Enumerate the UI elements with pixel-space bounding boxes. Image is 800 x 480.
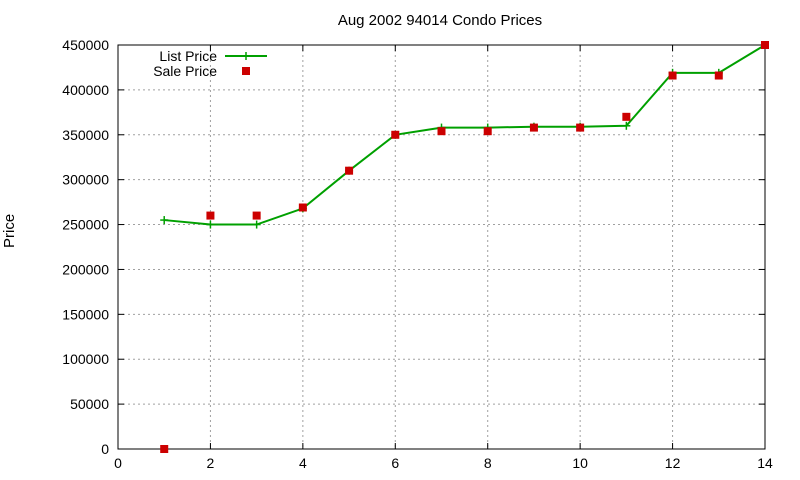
y-tick-label: 350000 (62, 127, 109, 143)
plot-border (117, 44, 766, 450)
y-tick-label: 0 (101, 441, 109, 457)
y-tick-label: 100000 (62, 351, 109, 367)
data-point-square (252, 211, 261, 220)
x-tick-label: 0 (114, 455, 122, 471)
data-point-square (206, 211, 215, 220)
tick-labels: 0 50000 100000 150000 200000 250000 300000 3500… (62, 37, 773, 471)
grid-lines (118, 45, 765, 449)
data-point-square (345, 166, 354, 175)
data-point-plus (252, 220, 261, 229)
series-line (164, 44, 766, 226)
data-point-square (160, 445, 169, 453)
y-tick-label: 400000 (62, 82, 109, 98)
data-point-square (622, 112, 631, 121)
data-point-square (437, 127, 446, 136)
data-point-plus (160, 216, 169, 225)
data-point-square (242, 67, 250, 75)
data-point-square (391, 130, 400, 139)
data-point-plus (206, 220, 215, 229)
y-tick-label: 50000 (70, 396, 109, 412)
series-layer (160, 41, 769, 453)
y-tick-label: 300000 (62, 172, 109, 188)
data-point-square (714, 71, 723, 80)
legend-label: List Price (159, 48, 217, 64)
data-point-square (483, 127, 492, 136)
x-tick-label: 6 (391, 455, 399, 471)
chart-title: Aug 2002 94014 Condo Prices (337, 12, 543, 29)
y-tick-label: 250000 (62, 217, 109, 233)
axes (117, 44, 766, 450)
x-tick-label: 4 (299, 455, 307, 471)
x-tick-label: 14 (757, 455, 773, 471)
x-tick-label: 12 (665, 455, 681, 471)
data-point-plus (242, 52, 250, 60)
data-point-square (668, 71, 677, 80)
data-point-square (529, 123, 538, 132)
data-point-square (298, 203, 307, 212)
y-tick-label: 200000 (62, 261, 109, 277)
series-sale-price (160, 41, 769, 453)
x-tick-label: 8 (484, 455, 492, 471)
legend-label: Sale Price (153, 63, 217, 79)
x-tick-label: 2 (207, 455, 215, 471)
data-point-square (576, 123, 585, 132)
x-tick-label: 10 (572, 455, 588, 471)
y-tick-label: 450000 (62, 37, 109, 53)
data-point-square (761, 41, 769, 49)
y-tick-label: 150000 (62, 306, 109, 322)
data-point-plus (622, 121, 631, 130)
